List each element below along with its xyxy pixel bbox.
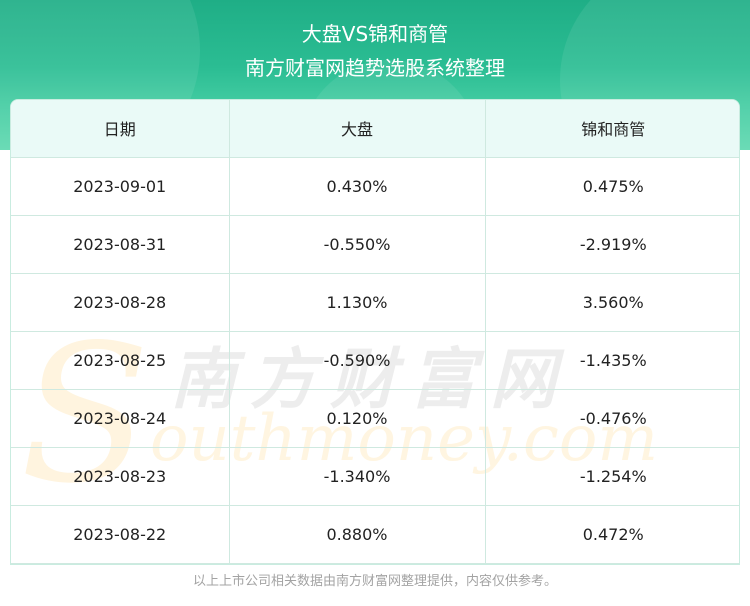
cell-market: 0.120%: [229, 389, 486, 448]
header-banner: 大盘VS锦和商管 南方财富网趋势选股系统整理: [0, 0, 750, 150]
cell-date: 2023-08-24: [11, 389, 230, 448]
table-row: 2023-09-01 0.430% 0.475%: [11, 157, 739, 216]
cell-stock: -0.476%: [485, 389, 739, 448]
cell-date: 2023-08-22: [11, 505, 230, 564]
cell-market: -0.550%: [229, 215, 486, 274]
cell-stock: 0.472%: [485, 505, 739, 564]
page-subtitle: 南方财富网趋势选股系统整理: [245, 56, 505, 80]
cell-market: 0.880%: [229, 505, 486, 564]
column-header-market: 大盘: [229, 100, 486, 158]
cell-market: 0.430%: [229, 157, 486, 216]
cell-date: 2023-08-28: [11, 273, 230, 332]
cell-stock: -2.919%: [485, 215, 739, 274]
footer-disclaimer: 以上上市公司相关数据由南方财富网整理提供，内容仅供参考。: [192, 574, 557, 589]
cell-date: 2023-08-25: [11, 331, 230, 390]
cell-stock: 3.560%: [485, 273, 739, 332]
cell-date: 2023-08-23: [11, 447, 230, 506]
cell-date: 2023-08-31: [11, 215, 230, 274]
cell-stock: -1.435%: [485, 331, 739, 390]
cell-market: 1.130%: [229, 273, 486, 332]
cell-stock: -1.254%: [485, 447, 739, 506]
table-row: 2023-08-31 -0.550% -2.919%: [11, 215, 739, 274]
cell-market: -0.590%: [229, 331, 486, 390]
table-row: 2023-08-22 0.880% 0.472%: [11, 505, 739, 564]
table-row: 2023-08-28 1.130% 3.560%: [11, 273, 739, 332]
cell-stock: 0.475%: [485, 157, 739, 216]
data-table-card: 日期 大盘 锦和商管 2023-09-01 0.430% 0.475% 2023…: [10, 99, 740, 565]
cell-date: 2023-09-01: [11, 157, 230, 216]
comparison-table: 日期 大盘 锦和商管 2023-09-01 0.430% 0.475% 2023…: [11, 100, 739, 564]
cell-market: -1.340%: [229, 447, 486, 506]
column-header-date: 日期: [11, 100, 230, 158]
table-row: 2023-08-24 0.120% -0.476%: [11, 389, 739, 448]
table-row: 2023-08-25 -0.590% -1.435%: [11, 331, 739, 390]
page-title: 大盘VS锦和商管: [301, 22, 449, 46]
table-header-row: 日期 大盘 锦和商管: [11, 100, 739, 158]
table-row: 2023-08-23 -1.340% -1.254%: [11, 447, 739, 506]
column-header-stock: 锦和商管: [485, 100, 739, 158]
